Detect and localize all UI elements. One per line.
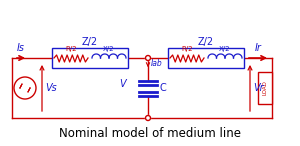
Text: LOAD: LOAD <box>262 81 268 95</box>
Text: X/2: X/2 <box>219 46 231 53</box>
Text: Z/2: Z/2 <box>82 37 98 47</box>
Text: X/2: X/2 <box>103 46 115 53</box>
Text: V: V <box>119 79 126 89</box>
Text: Vs: Vs <box>45 83 57 93</box>
Bar <box>258 72 272 104</box>
Bar <box>52 48 128 68</box>
Text: Ir: Ir <box>255 43 261 53</box>
Circle shape <box>146 55 151 60</box>
Text: C: C <box>160 83 167 93</box>
Text: Vr: Vr <box>253 83 264 93</box>
Text: Is: Is <box>17 43 25 53</box>
Circle shape <box>146 115 151 120</box>
Text: R/2: R/2 <box>65 46 77 53</box>
Bar <box>168 48 244 68</box>
Text: Z/2: Z/2 <box>198 37 214 47</box>
Text: Nominal model of medium line: Nominal model of medium line <box>59 127 241 140</box>
Text: R/2: R/2 <box>181 46 193 53</box>
Text: Iab: Iab <box>151 60 163 68</box>
